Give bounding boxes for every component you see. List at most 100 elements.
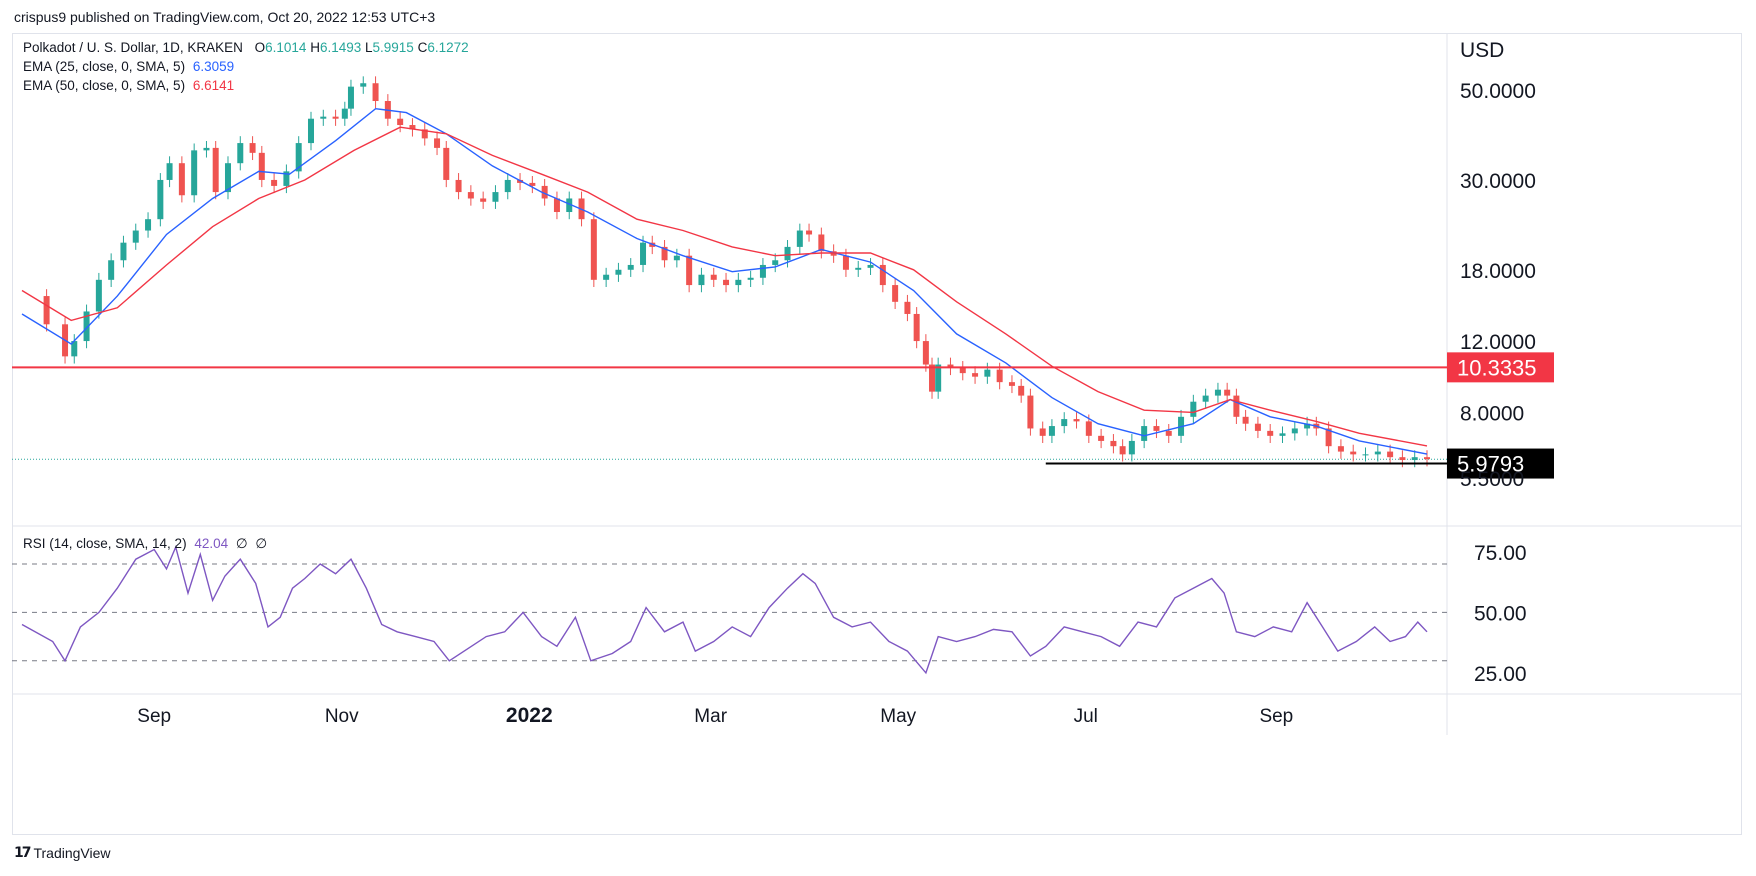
rsi-line: [21, 544, 1428, 675]
candle-body: [1214, 389, 1221, 396]
candle-body: [806, 230, 813, 235]
candle-body: [1048, 426, 1055, 436]
candle-body: [332, 116, 339, 119]
rsi-tick-label: 25.00: [1474, 663, 1527, 686]
candle-body: [421, 129, 428, 139]
price-tick-label: 8.0000: [1460, 402, 1524, 425]
support-label-box: [1447, 448, 1554, 479]
candle-body: [517, 179, 524, 183]
candle-body: [892, 285, 899, 302]
candle-body: [784, 246, 791, 261]
ema50-line: [21, 126, 1428, 447]
ema25-value: 6.3059: [192, 59, 235, 74]
time-tick-label: Sep: [1259, 706, 1293, 727]
candle-body: [1362, 454, 1369, 456]
candle-body: [108, 260, 115, 280]
candle-body: [283, 171, 290, 186]
time-tick-label: Sep: [137, 706, 171, 727]
candle-body: [341, 108, 348, 119]
candle-body: [553, 198, 560, 213]
candle-body: [772, 260, 779, 265]
time-tick-label: Jul: [1074, 706, 1098, 727]
brand-label: TradingView: [33, 845, 111, 861]
candle-body: [855, 267, 862, 270]
tradingview-brand[interactable]: 𝟭𝟳 TradingView: [14, 845, 111, 861]
ema25-legend[interactable]: EMA (25, close, 0, SMA, 5) 6.3059: [23, 59, 234, 74]
candle-body: [1325, 428, 1332, 447]
candle-body: [203, 147, 210, 151]
open-value: 6.1014: [265, 40, 307, 55]
candle-body: [1304, 423, 1311, 429]
candle-body: [710, 274, 717, 280]
candle-body: [842, 255, 849, 270]
candle-body: [1027, 395, 1034, 429]
candle-body: [913, 313, 920, 342]
candle-body: [984, 369, 991, 377]
candle-body: [191, 150, 198, 196]
price-tick-label: 30.0000: [1460, 170, 1536, 193]
ema50-legend[interactable]: EMA (50, close, 0, SMA, 5) 6.6141: [23, 78, 234, 93]
candle-body: [157, 179, 164, 220]
rsi-value: 42.04: [194, 536, 229, 551]
candle-body: [166, 163, 173, 180]
time-tick-label: Nov: [325, 706, 359, 727]
candle-body: [996, 369, 1003, 383]
candle-body: [43, 296, 50, 325]
candle-body: [735, 279, 742, 286]
candle-body: [615, 269, 622, 275]
candle-body: [492, 192, 499, 202]
candle-body: [929, 364, 936, 392]
tradingview-logo-icon: 𝟭𝟳: [14, 845, 32, 861]
candle-body: [1061, 419, 1068, 427]
rsi-tick-label: 75.00: [1474, 542, 1527, 565]
candle-body: [1110, 440, 1117, 447]
rsi-legend[interactable]: RSI (14, close, SMA, 14, 2) 42.04 ∅ ∅: [23, 536, 267, 552]
high-value: 6.1493: [319, 40, 362, 55]
ema50-value: 6.6141: [192, 78, 235, 93]
candle-body: [1141, 426, 1148, 441]
candle-body: [1233, 395, 1240, 417]
candle-body: [504, 179, 511, 193]
candle-body: [640, 242, 647, 265]
candle-body: [1387, 451, 1394, 458]
candle-body: [1279, 433, 1286, 436]
candle-body: [434, 138, 441, 148]
low-label: L: [365, 40, 373, 55]
candle-body: [347, 86, 354, 109]
candle-body: [947, 364, 954, 368]
candle-body: [759, 264, 766, 278]
candle-body: [529, 182, 536, 186]
candle-body: [1073, 419, 1080, 422]
candle-body: [1411, 457, 1418, 461]
candle-body: [1337, 446, 1344, 452]
candle-body: [1008, 382, 1015, 386]
candle-body: [212, 147, 219, 193]
candle-body: [1224, 389, 1231, 396]
chart-frame: [12, 33, 1742, 835]
candle-body: [455, 179, 462, 193]
candle-body: [1119, 446, 1126, 455]
candle-body: [224, 163, 231, 193]
candle-body: [1085, 421, 1092, 436]
candle-body: [1374, 451, 1381, 455]
open-label: O: [254, 40, 266, 55]
candle-body: [237, 143, 244, 164]
candle-body: [904, 301, 911, 314]
symbol-title[interactable]: Polkadot / U. S. Dollar, 1D, KRAKEN: [23, 40, 243, 55]
candle-body: [1190, 401, 1197, 417]
price-tick-label: 50.0000: [1460, 80, 1536, 103]
candle-body: [71, 341, 78, 357]
candle-body: [120, 242, 127, 261]
candle-body: [698, 274, 705, 286]
candle-body: [796, 230, 803, 247]
close-value: 6.1272: [427, 40, 469, 55]
candle-body: [178, 163, 185, 196]
candle-body: [409, 125, 416, 130]
candle-body: [1254, 423, 1261, 431]
candle-body: [83, 311, 90, 342]
support-label: 5.9793: [1457, 452, 1524, 477]
candle-body: [1018, 385, 1025, 396]
time-tick-label: 2022: [506, 704, 553, 727]
candle-body: [1128, 440, 1135, 455]
